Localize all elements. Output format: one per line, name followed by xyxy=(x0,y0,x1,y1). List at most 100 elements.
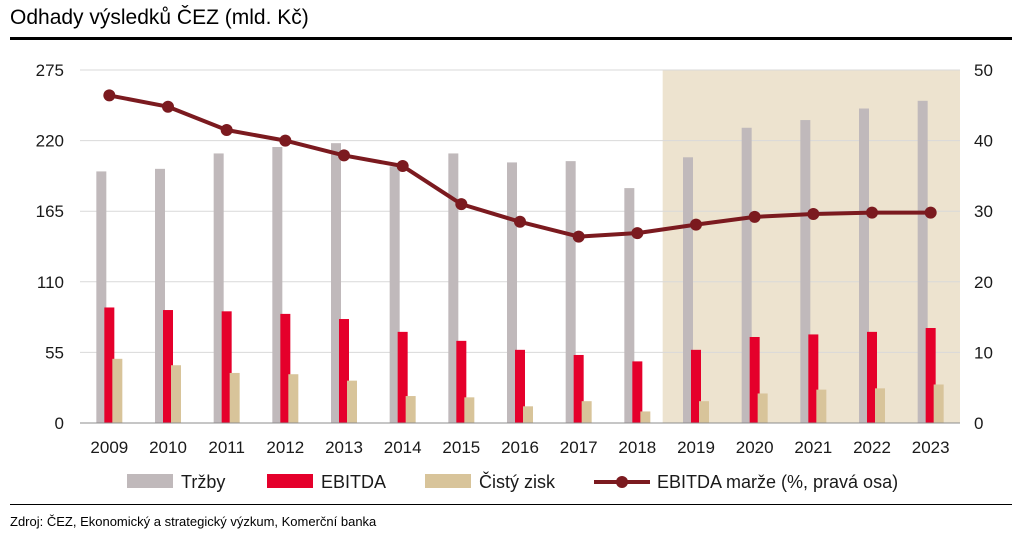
bar-cisty-zisk xyxy=(640,411,651,423)
bar-ebitda xyxy=(104,307,115,423)
x-tick-label: 2018 xyxy=(618,438,656,457)
source-note: Zdroj: ČEZ, Ekonomický a strategický výz… xyxy=(10,514,377,529)
marker-ebitda-marze xyxy=(396,160,409,173)
x-tick-label: 2020 xyxy=(736,438,774,457)
marker-ebitda-marze xyxy=(807,208,820,221)
bar-trzby xyxy=(800,120,811,423)
y-right-tick-label: 40 xyxy=(974,132,993,151)
x-tick-label: 2017 xyxy=(560,438,598,457)
bar-ebitda xyxy=(573,354,584,423)
legend-cisty-zisk-label: Čistý zisk xyxy=(479,471,556,492)
legend-ebitda-marze: EBITDA marže (%, pravá osa) xyxy=(594,472,898,492)
bar-trzby xyxy=(565,161,576,423)
bar-ebitda xyxy=(925,328,936,423)
bar-ebitda xyxy=(163,310,173,423)
bar-trzby xyxy=(155,168,165,423)
bar-trzby xyxy=(331,143,341,423)
x-tick-label: 2022 xyxy=(853,438,891,457)
bar-trzby xyxy=(448,153,459,423)
bar-trzby xyxy=(389,166,400,424)
y-right-tick-label: 20 xyxy=(974,273,993,292)
marker-ebitda-marze xyxy=(572,230,585,243)
marker-ebitda-marze xyxy=(279,134,292,147)
source-rule xyxy=(10,504,1012,505)
y-left-tick-label: 55 xyxy=(45,343,64,362)
x-tick-label: 2019 xyxy=(677,438,715,457)
marker-ebitda-marze xyxy=(748,210,761,223)
x-tick-label: 2009 xyxy=(90,438,128,457)
y-left-tick-label: 275 xyxy=(36,61,64,80)
marker-ebitda-marze xyxy=(924,206,937,219)
marker-ebitda-marze xyxy=(162,100,174,113)
x-tick-label: 2016 xyxy=(501,438,539,457)
bar-trzby xyxy=(859,108,869,423)
bar-trzby xyxy=(272,147,283,423)
bar-trzby xyxy=(507,162,517,423)
legend-ebitda-label: EBITDA xyxy=(321,472,386,492)
chart-title: Odhady výsledků ČEZ (mld. Kč) xyxy=(10,6,309,29)
x-tick-label: 2021 xyxy=(794,438,832,457)
y-left-tick-label: 110 xyxy=(37,273,64,292)
bar-cisty-zisk xyxy=(288,374,299,423)
bar-ebitda xyxy=(632,361,643,423)
marker-ebitda-marze xyxy=(455,198,468,211)
x-tick-label: 2015 xyxy=(442,438,480,457)
x-tick-label: 2011 xyxy=(208,438,245,457)
bar-ebitda xyxy=(339,319,349,423)
x-tick-label: 2012 xyxy=(266,438,304,457)
y-right-tick-label: 10 xyxy=(974,343,993,362)
legend-ebitda-marze-marker xyxy=(616,476,628,488)
bar-ebitda xyxy=(397,331,408,423)
bar-trzby xyxy=(917,100,928,423)
bar-ebitda xyxy=(515,349,525,423)
bar-cisty-zisk xyxy=(523,406,533,423)
legend-trzby: Tržby xyxy=(127,472,225,492)
bar-cisty-zisk xyxy=(112,358,123,423)
bar-trzby xyxy=(683,157,693,423)
legend-trzby-swatch xyxy=(127,474,173,488)
bar-ebitda xyxy=(280,313,291,423)
bar-ebitda xyxy=(221,311,232,423)
marker-ebitda-marze xyxy=(690,218,702,231)
legend-ebitda-marze-label: EBITDA marže (%, pravá osa) xyxy=(657,472,898,492)
bar-cisty-zisk xyxy=(816,389,827,423)
marker-ebitda-marze xyxy=(220,124,233,137)
bar-cisty-zisk xyxy=(229,372,240,423)
y-right-tick-label: 30 xyxy=(974,202,993,221)
bar-ebitda xyxy=(456,340,467,423)
bar-cisty-zisk xyxy=(171,365,181,423)
bar-cisty-zisk xyxy=(757,393,768,423)
marker-ebitda-marze xyxy=(338,149,350,162)
bar-trzby xyxy=(96,171,107,423)
marker-ebitda-marze xyxy=(866,206,878,219)
bar-ebitda xyxy=(808,334,819,423)
bar-ebitda xyxy=(691,349,701,423)
bar-cisty-zisk xyxy=(347,380,357,423)
y-left-tick-label: 220 xyxy=(36,132,64,151)
y-left-tick-label: 0 xyxy=(55,414,64,433)
marker-ebitda-marze xyxy=(631,227,644,240)
x-tick-label: 2014 xyxy=(384,438,422,457)
bar-cisty-zisk xyxy=(464,397,475,423)
bar-ebitda xyxy=(867,331,877,423)
bar-trzby xyxy=(741,127,752,423)
legend-cisty-zisk-swatch xyxy=(425,474,471,488)
legend-cisty-zisk: Čistý zisk xyxy=(425,471,556,492)
bar-trzby xyxy=(213,153,224,423)
legend-trzby-label: Tržby xyxy=(181,472,225,492)
title-rule xyxy=(10,37,1012,40)
x-tick-label: 2023 xyxy=(912,438,950,457)
marker-ebitda-marze xyxy=(514,215,526,228)
bar-cisty-zisk xyxy=(875,388,885,423)
x-tick-label: 2013 xyxy=(325,438,363,457)
bar-ebitda xyxy=(749,336,760,423)
bar-cisty-zisk xyxy=(699,401,709,423)
bar-cisty-zisk xyxy=(933,384,944,423)
bar-cisty-zisk xyxy=(581,401,592,423)
marker-ebitda-marze xyxy=(103,89,116,102)
y-right-tick-label: 50 xyxy=(974,61,993,80)
bar-cisty-zisk xyxy=(405,396,416,423)
legend-ebitda: EBITDA xyxy=(267,472,386,492)
x-tick-label: 2010 xyxy=(149,438,187,457)
bar-trzby xyxy=(624,188,635,423)
